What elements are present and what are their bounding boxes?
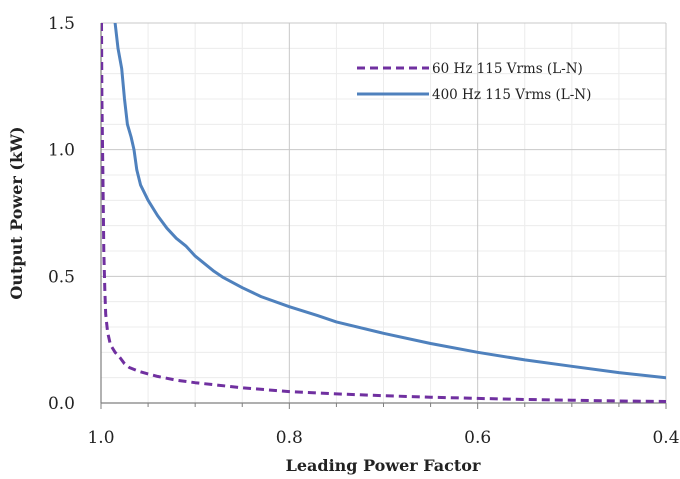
series-line-1 <box>101 23 666 403</box>
y-tick-label: 1.5 <box>48 14 75 34</box>
minor-gridlines <box>101 23 666 403</box>
legend: 60 Hz 115 Vrms (L-N) 400 Hz 115 Vrms (L-N… <box>357 61 591 103</box>
x-axis-title: Leading Power Factor <box>286 456 481 475</box>
legend-label-1: 60 Hz 115 Vrms (L-N) <box>432 61 583 77</box>
series-line-2 <box>113 23 666 380</box>
y-tick-label: 0.5 <box>48 267 75 287</box>
y-tick-label: 1.0 <box>48 141 75 161</box>
x-tick-label: 0.4 <box>652 428 679 448</box>
y-axis-title: Output Power (kW) <box>7 126 26 299</box>
x-tick-label: 1.0 <box>87 428 114 448</box>
major-gridlines <box>101 22 667 403</box>
series-layer <box>101 23 666 403</box>
y-tick-label: 0.0 <box>48 394 75 414</box>
x-tick-label: 0.8 <box>276 428 303 448</box>
legend-label-2: 400 Hz 115 Vrms (L-N) <box>432 87 591 103</box>
tick-labels: 1.0 0.8 0.6 0.4 0.0 0.5 1.0 1.5 <box>48 14 680 448</box>
x-tick-label: 0.6 <box>464 428 491 448</box>
